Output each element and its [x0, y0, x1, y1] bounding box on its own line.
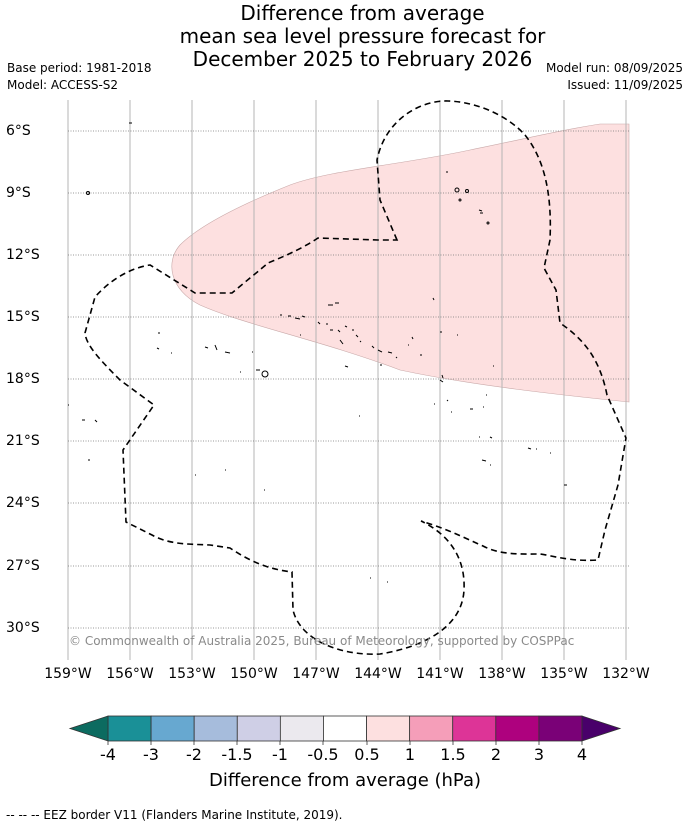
colorbar-tick-label: -1	[272, 745, 288, 764]
lon-label: 141°W	[416, 666, 464, 682]
colorbar-tick-label: -4	[100, 745, 116, 764]
anomaly-region	[171, 123, 630, 403]
model-run: Model run: 08/09/2025	[545, 61, 683, 75]
colorbar-tick-label: -0.5	[307, 745, 339, 764]
lat-label: 18°S	[6, 371, 40, 387]
lat-label: 21°S	[6, 433, 40, 449]
title-line-3: December 2025 to February 2026	[192, 47, 533, 71]
colorbar-tick-label: 4	[576, 745, 588, 764]
colorbar-tick-label: -1.5	[221, 745, 253, 764]
colorbar-tick-label: 1.5	[440, 745, 466, 764]
lon-label: 150°W	[230, 666, 278, 682]
colorbar-title: Difference from average (hPa)	[208, 770, 482, 791]
lat-label: 12°S	[6, 247, 40, 263]
islands	[68, 122, 567, 583]
lon-label: 153°W	[168, 666, 216, 682]
issued-date: Issued: 11/09/2025	[567, 78, 683, 92]
eez-footnote: -- -- -- EEZ border V11 (Flanders Marine…	[6, 808, 343, 822]
colorbar-tick-label: -2	[186, 745, 202, 764]
copyright-notice: © Commonwealth of Australia 2025, Bureau…	[69, 634, 575, 648]
lat-label: 30°S	[6, 620, 40, 636]
lat-label: 24°S	[6, 495, 40, 511]
lon-label: 138°W	[478, 666, 526, 682]
colorbar-tick-label: 2	[490, 745, 502, 764]
lon-label: 132°W	[602, 666, 650, 682]
colorbar-tick-label: 0.5	[354, 745, 380, 764]
lon-label: 159°W	[44, 666, 92, 682]
lat-label: 15°S	[6, 309, 40, 325]
base-period: Base period: 1981-2018	[7, 61, 152, 75]
lon-label: 135°W	[540, 666, 588, 682]
colorbar-tick-label: 1	[404, 745, 416, 764]
title-line-2: mean sea level pressure forecast for	[179, 24, 546, 48]
colorbar-tick-label: -3	[143, 745, 159, 764]
lat-label: 27°S	[6, 558, 40, 574]
lon-label: 156°W	[106, 666, 154, 682]
colorbar-tick-label: 3	[533, 745, 545, 764]
parallel-lines	[68, 130, 629, 629]
lat-label: 6°S	[6, 123, 31, 139]
lon-label: 147°W	[292, 666, 340, 682]
eez-border	[84, 100, 627, 655]
lon-label: 144°W	[354, 666, 402, 682]
forecast-info-right: Model run: 08/09/2025 Issued: 11/09/2025	[546, 60, 683, 94]
lat-label: 9°S	[6, 185, 31, 201]
model-name: Model: ACCESS-S2	[7, 78, 119, 92]
forecast-info-left: Base period: 1981-2018 Model: ACCESS-S2	[7, 60, 152, 94]
title-line-1: Difference from average	[240, 1, 485, 25]
map-title: Difference from average mean sea level p…	[0, 2, 690, 71]
